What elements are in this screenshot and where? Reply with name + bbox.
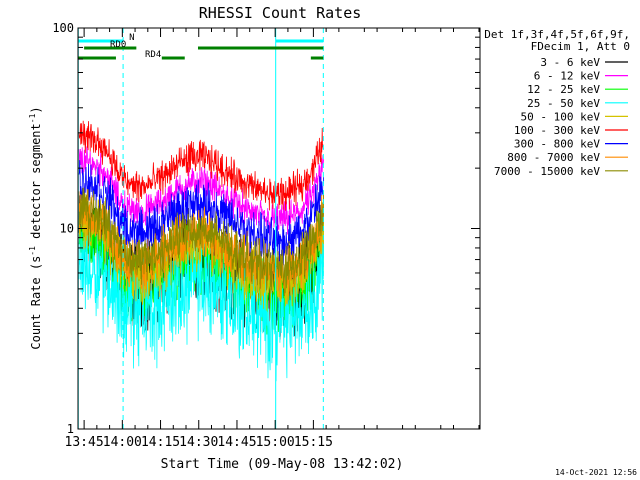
x-tick-label-5: 15:00 bbox=[256, 435, 295, 450]
legend-label-3: 25 - 50 keV bbox=[527, 97, 600, 110]
legend-label-2: 12 - 25 keV bbox=[527, 83, 600, 96]
legend: Det 1f,3f,4f,5f,6f,9f,FDecim 1, Att 0 3 -… bbox=[484, 28, 630, 178]
series-line-3 bbox=[78, 201, 324, 382]
chart-title: RHESSI Count Rates bbox=[199, 4, 362, 22]
legend-label-6: 300 - 800 keV bbox=[514, 138, 600, 151]
axes: 1 10 100 13:45 14:00 14:15 14:30 14:45 15:00 15:1… bbox=[52, 21, 480, 450]
legend-label-8: 7000 - 15000 keV bbox=[494, 165, 600, 178]
legend-label-4: 50 - 100 keV bbox=[521, 110, 601, 123]
y-tick-label-0: 1 bbox=[67, 422, 74, 436]
x-tick-label-4: 14:45 bbox=[217, 435, 256, 450]
series-traces bbox=[78, 120, 324, 382]
y-tick-label-1: 10 bbox=[60, 222, 74, 236]
flag-label-rd0: RD0 bbox=[110, 40, 126, 50]
x-tick-label-0: 13:45 bbox=[65, 435, 104, 450]
x-tick-label-6: 15:15 bbox=[294, 435, 333, 450]
generated-timestamp: 14-Oct-2021 12:56 bbox=[555, 468, 637, 477]
y-axis-label: Count Rate (s-1 detector segment-1) bbox=[28, 106, 43, 349]
x-tick-label-3: 14:30 bbox=[179, 435, 218, 450]
legend-label-0: 3 - 6 keV bbox=[540, 56, 600, 69]
legend-label-1: 6 - 12 keV bbox=[534, 70, 601, 83]
x-tick-label-1: 14:00 bbox=[103, 435, 142, 450]
x-tick-label-2: 14:15 bbox=[141, 435, 180, 450]
legend-header-1: FDecim 1, Att 0 bbox=[531, 40, 630, 53]
series-line-5 bbox=[78, 120, 324, 211]
series-line-6 bbox=[78, 160, 324, 266]
legend-label-5: 100 - 300 keV bbox=[514, 124, 600, 137]
flag-label-rd4: RD4 bbox=[145, 50, 161, 60]
flag-label-n: N bbox=[129, 33, 134, 43]
legend-header-0: Det 1f,3f,4f,5f,6f,9f, bbox=[484, 28, 630, 41]
y-tick-label-2: 100 bbox=[52, 21, 74, 35]
x-axis-label: Start Time (09-May-08 13:42:02) bbox=[161, 457, 404, 472]
series-line-8 bbox=[78, 187, 324, 294]
legend-label-7: 800 - 7000 keV bbox=[507, 151, 600, 164]
